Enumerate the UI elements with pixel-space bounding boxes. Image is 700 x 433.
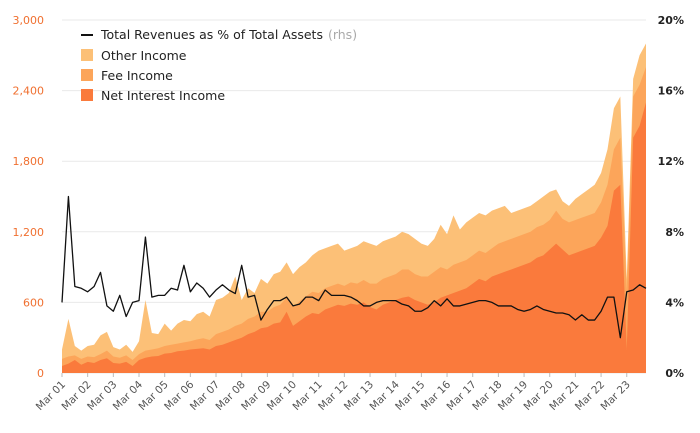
right-tick-label: 4% xyxy=(665,296,684,309)
legend: Total Revenues as % of Total Assets (rhs)… xyxy=(81,27,357,103)
legend-name: Other Income xyxy=(101,48,187,63)
right-tick-label: 12% xyxy=(658,155,684,168)
legend-swatch xyxy=(81,69,93,81)
left-tick-label: 2,400 xyxy=(13,85,45,98)
right-tick-label: 0% xyxy=(665,367,684,380)
legend-name: Net Interest Income xyxy=(101,88,225,103)
left-tick-label: 1,200 xyxy=(13,226,45,239)
right-axis: 0% 4% 8% 12% 16% 20% xyxy=(658,14,684,380)
legend-label: Other Income xyxy=(101,48,187,63)
ratio-line xyxy=(61,195,647,339)
legend-label: Net Interest Income xyxy=(101,88,225,103)
right-tick-label: 16% xyxy=(658,85,684,98)
ratio-line-layer xyxy=(61,195,647,339)
left-tick-label: 0 xyxy=(37,367,44,380)
legend-swatch xyxy=(81,49,93,61)
legend-suffix: (rhs) xyxy=(328,27,357,42)
left-tick-label: 1,800 xyxy=(13,155,45,168)
legend-name: Total Revenues as % of Total Assets xyxy=(100,27,323,42)
left-tick-label: 3,000 xyxy=(13,14,45,27)
legend-name: Fee Income xyxy=(101,68,173,83)
right-tick-label: 8% xyxy=(665,226,684,239)
left-axis: 0 600 1,200 1,800 2,400 3,000 xyxy=(13,14,45,380)
legend-label: Total Revenues as % of Total Assets (rhs) xyxy=(100,27,357,42)
left-tick-label: 600 xyxy=(23,296,44,309)
legend-swatch xyxy=(81,89,93,101)
legend-label: Fee Income xyxy=(101,68,173,83)
right-tick-label: 20% xyxy=(658,14,684,27)
